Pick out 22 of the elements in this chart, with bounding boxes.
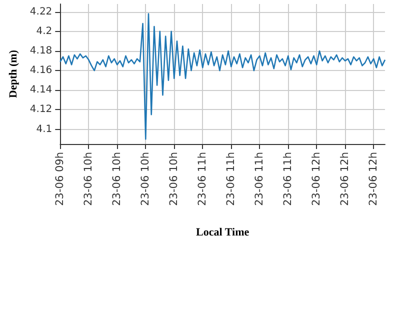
y-tick-label: 4.12 xyxy=(30,104,52,116)
y-tick-label: 4.22 xyxy=(30,6,52,18)
x-tick-label: 23-06 12h xyxy=(368,152,380,206)
x-tick-label: 23-06 11h xyxy=(225,152,238,206)
y-tick-label: 4.18 xyxy=(30,45,52,56)
x-tick-label: 23-06 11h xyxy=(196,152,209,206)
x-tick-label: 23-06 10h xyxy=(111,152,124,206)
x-axis-title: Local Time xyxy=(196,226,250,238)
x-tick-label: 23-06 11h xyxy=(282,152,294,206)
x-tick-label: 23-06 10h xyxy=(140,152,152,206)
y-tick-label: 4.16 xyxy=(30,65,52,76)
y-tick-label: 4.2 xyxy=(36,26,52,37)
y-tick-label: 4.1 xyxy=(36,124,52,135)
x-tick-label: 23-06 10h xyxy=(168,152,180,206)
line-series xyxy=(60,13,386,140)
y-axis-title: Depth (m) xyxy=(8,50,20,98)
x-tick-label: 23-06 12h xyxy=(339,152,352,206)
x-tick-label: 23-06 11h xyxy=(254,152,266,206)
x-tick-label: 23-06 10h xyxy=(82,152,95,206)
x-tick-label: 23-06 09h xyxy=(54,152,66,206)
x-tick-label: 23-06 12h xyxy=(310,152,323,206)
y-tick-label: 4.14 xyxy=(30,84,52,96)
